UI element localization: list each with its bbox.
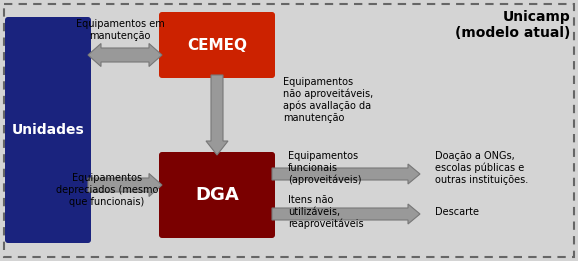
Text: CEMEQ: CEMEQ: [187, 38, 247, 52]
Polygon shape: [272, 204, 420, 224]
Polygon shape: [272, 164, 420, 184]
Text: Equipamentos em
manutenção: Equipamentos em manutenção: [76, 19, 164, 41]
FancyBboxPatch shape: [5, 17, 91, 243]
Text: Equipamentos
depreciados (mesmo
que funcionais): Equipamentos depreciados (mesmo que func…: [56, 173, 158, 207]
Text: Itens não
utilizáveis,
reaproveitáveis: Itens não utilizáveis, reaproveitáveis: [288, 195, 364, 229]
FancyBboxPatch shape: [159, 12, 275, 78]
Text: Doação a ONGs,
escolas públicas e
outras instituições.: Doação a ONGs, escolas públicas e outras…: [435, 151, 528, 185]
FancyBboxPatch shape: [4, 4, 574, 257]
Text: Descarte: Descarte: [435, 207, 479, 217]
Text: Equipamentos
não aproveitáveis,
após avallação da
manutenção: Equipamentos não aproveitáveis, após ava…: [283, 77, 373, 123]
Polygon shape: [206, 75, 228, 155]
Text: Equipamentos
funcionais
(aproveitáveis): Equipamentos funcionais (aproveitáveis): [288, 151, 361, 185]
FancyBboxPatch shape: [159, 152, 275, 238]
Polygon shape: [88, 44, 162, 67]
Text: Unidades: Unidades: [12, 123, 84, 137]
Text: Unicamp
(modelo atual): Unicamp (modelo atual): [455, 10, 570, 40]
Text: DGA: DGA: [195, 186, 239, 204]
Polygon shape: [88, 174, 162, 197]
